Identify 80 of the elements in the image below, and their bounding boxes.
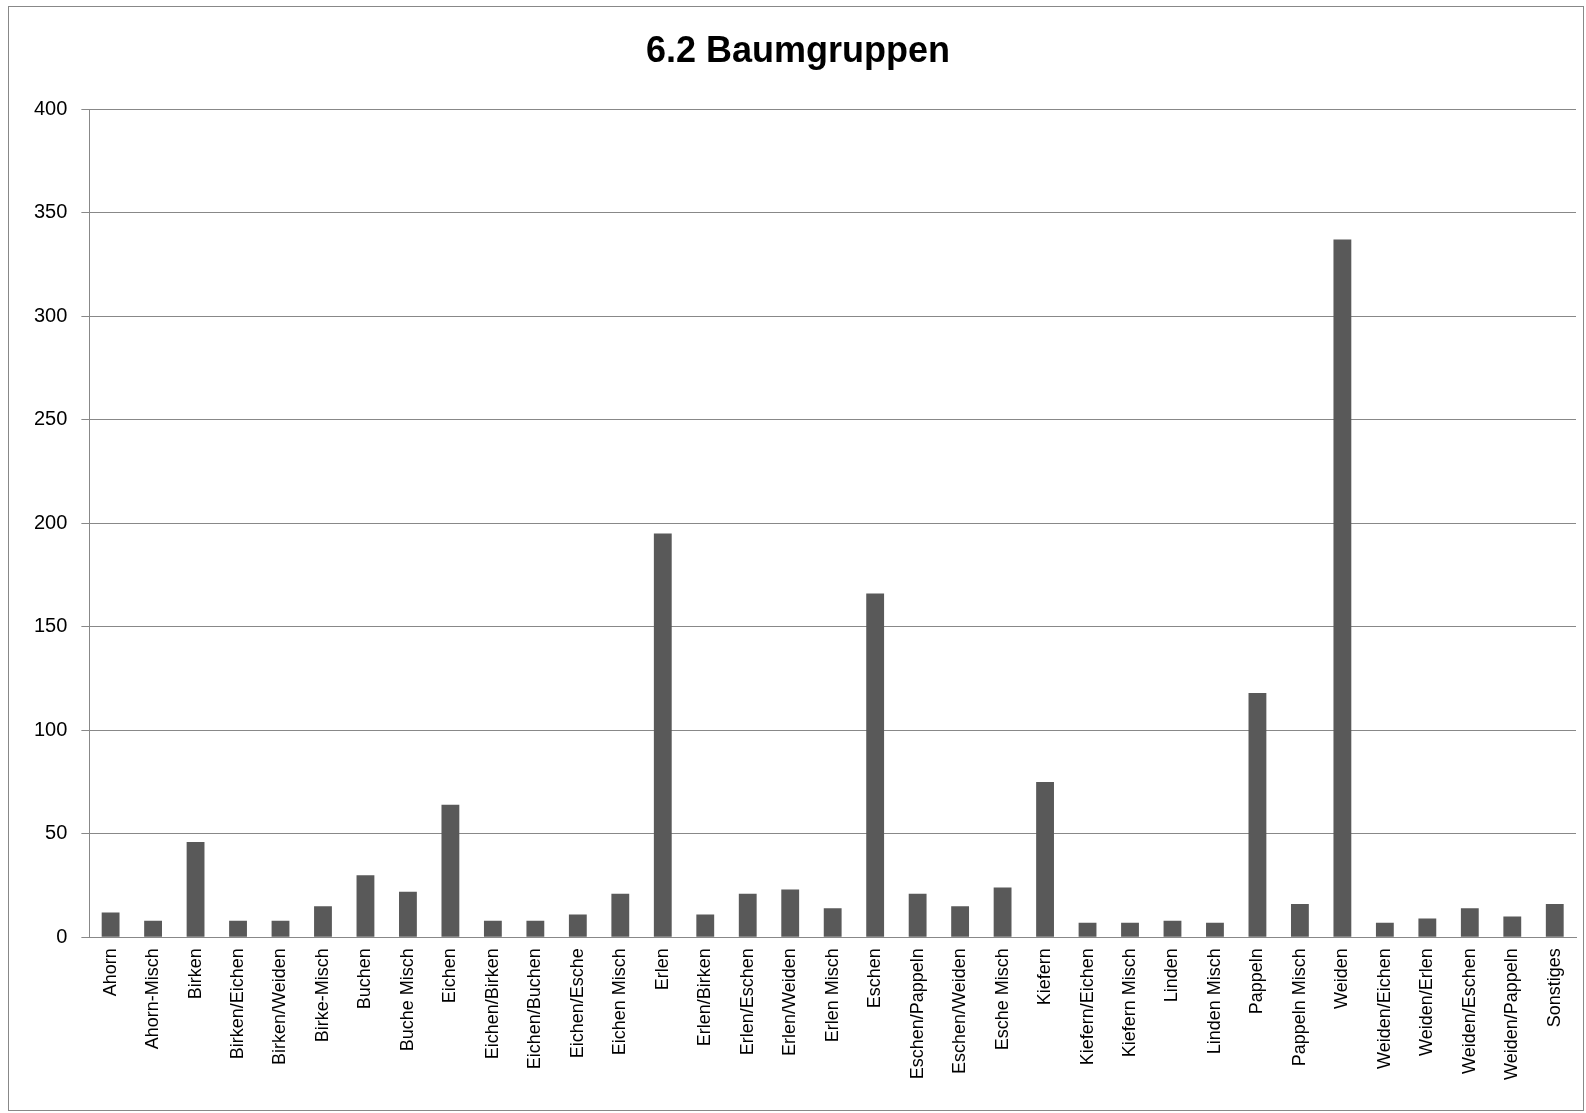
x-tick-label: Eschen/Pappeln — [906, 948, 927, 1080]
x-tick-label: Erlen Misch — [821, 948, 842, 1043]
bar — [1418, 918, 1437, 937]
x-tick-label: Eichen — [439, 948, 460, 1004]
chart-title: 6.2 Baumgruppen — [645, 28, 951, 70]
y-tick-label: 100 — [33, 717, 68, 740]
bar — [526, 920, 545, 937]
bar — [1545, 904, 1564, 937]
x-tick-label: Eichen/Birken — [481, 948, 502, 1060]
bar — [823, 908, 842, 937]
bar — [314, 906, 332, 937]
bar — [1121, 922, 1139, 937]
x-tick-label: Erlen/Birken — [694, 948, 715, 1047]
bar — [101, 912, 120, 937]
x-tick-label: Weiden/Pappeln — [1501, 948, 1522, 1080]
x-tick-label: Linden Misch — [1203, 948, 1224, 1055]
y-tick-label: 300 — [33, 303, 68, 326]
x-tick-label: Eschen/Weiden — [949, 948, 970, 1074]
bar — [1290, 904, 1309, 937]
bar — [993, 887, 1012, 937]
bar — [144, 920, 162, 937]
bar — [1503, 916, 1522, 937]
x-tick-label: Erlen/Eschen — [736, 948, 757, 1056]
bar — [229, 920, 247, 937]
y-tick-label: 50 — [45, 821, 68, 844]
x-tick-label: Erlen/Weiden — [779, 948, 800, 1056]
x-tick-label: Kiefern/Eichen — [1076, 948, 1097, 1066]
bar — [1375, 922, 1394, 937]
x-tick-label: Weiden — [1331, 948, 1352, 1009]
bar — [1333, 239, 1352, 937]
bar — [399, 891, 417, 937]
x-tick-label: Ahorn — [99, 948, 120, 997]
y-tick-label: 250 — [33, 407, 68, 430]
x-tick-label: Pappeln — [1246, 948, 1267, 1015]
x-tick-label: Eschen — [864, 948, 885, 1009]
x-tick-label: Kiefern — [1034, 948, 1055, 1006]
y-tick-label: 350 — [33, 200, 68, 223]
y-tick-label: 0 — [56, 924, 68, 947]
bar — [483, 920, 502, 937]
x-tick-label: Eichen Misch — [609, 948, 630, 1056]
x-tick-label: Esche Misch — [991, 948, 1012, 1051]
x-tick-label: Weiden/Eichen — [1373, 948, 1394, 1069]
bar — [866, 593, 885, 937]
x-tick-label: Eichen/Buchen — [524, 948, 545, 1070]
y-tick-label: 400 — [33, 96, 68, 119]
bar — [1248, 692, 1267, 937]
bar — [1078, 922, 1097, 937]
bar — [1460, 908, 1479, 937]
bar — [568, 914, 587, 937]
x-tick-label: Birken/Eichen — [227, 948, 247, 1060]
y-tick-label: 200 — [33, 510, 68, 533]
bar — [356, 875, 375, 937]
bar — [781, 889, 800, 937]
x-tick-label: Eichen/Esche — [566, 948, 587, 1059]
bar — [951, 906, 970, 937]
y-tick-label: 150 — [33, 614, 68, 637]
bar — [696, 914, 715, 937]
x-tick-label: Linden — [1161, 948, 1182, 1003]
bar — [653, 533, 672, 937]
bar — [908, 893, 927, 937]
x-tick-label: Kiefern Misch — [1118, 948, 1139, 1058]
x-tick-label: Pappeln Misch — [1288, 948, 1309, 1067]
bar — [1163, 920, 1182, 937]
bar — [611, 893, 630, 937]
bar — [186, 842, 205, 937]
x-tick-label: Weiden/Eschen — [1458, 948, 1479, 1074]
bar — [738, 893, 757, 937]
x-tick-label: Erlen — [651, 948, 672, 991]
bar — [1036, 781, 1054, 937]
bar — [441, 804, 460, 937]
x-tick-label: Weiden/Erlen — [1416, 948, 1437, 1056]
x-tick-label: Buchen — [354, 948, 375, 1010]
x-tick-label: Birken — [184, 948, 205, 1000]
x-tick-label: Sonstiges — [1543, 948, 1564, 1028]
bar — [1206, 922, 1224, 937]
x-tick-label: Birke-Misch — [311, 948, 332, 1043]
x-tick-label: Ahorn-Misch — [142, 948, 163, 1050]
x-tick-label: Buche Misch — [396, 948, 417, 1052]
x-tick-label: Birken/Weiden — [269, 948, 290, 1065]
bar — [271, 920, 290, 937]
